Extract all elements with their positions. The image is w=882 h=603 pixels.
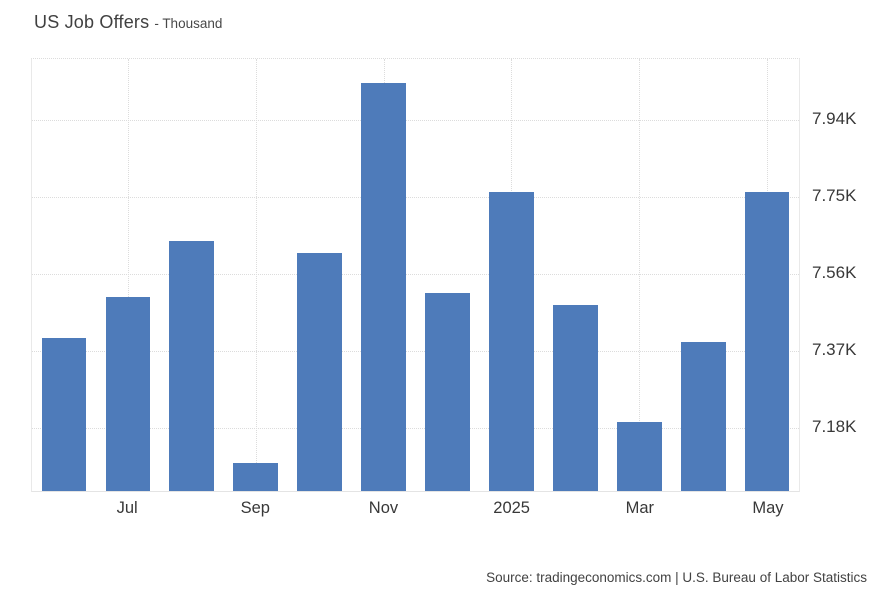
gridline-7.37k	[32, 351, 799, 353]
x-tick-2025: 2025	[493, 499, 530, 517]
gridline-7.56k	[32, 273, 799, 275]
x-tick-sep: Sep	[240, 499, 270, 517]
bar-band-jan-2025	[479, 59, 543, 491]
bar-band-dec-2024	[416, 59, 480, 491]
bar-band-sep-2024	[224, 59, 288, 491]
gridline-7.18k	[32, 428, 799, 430]
bar-band-mar-2025	[607, 59, 671, 491]
bar-band-may-2025	[735, 59, 799, 491]
gridline-sep	[255, 59, 257, 491]
y-tick-7.75k: 7.75K	[812, 185, 857, 205]
bar-feb-2025	[552, 305, 598, 491]
bar-band-aug-2024	[160, 59, 224, 491]
bar-jun-2024	[41, 337, 87, 491]
chart-title-subtitle: - Thousand	[154, 16, 223, 31]
bar-dec-2024	[425, 293, 470, 491]
y-tick-7.18k: 7.18K	[812, 417, 857, 437]
x-tick-may: May	[752, 499, 784, 517]
y-tick-7.94k: 7.94K	[812, 108, 857, 128]
plot-area	[31, 58, 800, 492]
gridline-7.94k	[32, 119, 799, 121]
x-tick-nov: Nov	[368, 499, 399, 517]
chart-title: US Job Offers - Thousand	[34, 12, 222, 33]
y-tick-7.56k: 7.56K	[812, 262, 857, 282]
x-tick-jul: Jul	[116, 499, 138, 517]
bar-jan-2025	[489, 192, 534, 491]
bar-nov-2024	[361, 83, 406, 491]
bar-oct-2024	[297, 252, 343, 491]
gridline-mar	[639, 59, 641, 491]
bar-jul-2024	[105, 297, 151, 491]
gridline-jul	[127, 59, 129, 491]
bar-may-2025	[744, 192, 790, 491]
bar-series	[32, 59, 799, 491]
bar-band-nov-2024	[352, 59, 416, 491]
gridline-7.75k	[32, 196, 799, 198]
source-attribution: Source: tradingeconomics.com | U.S. Bure…	[486, 570, 867, 585]
bar-band-oct-2024	[288, 59, 352, 491]
chart-title-main: US Job Offers	[34, 12, 150, 32]
bar-band-feb-2025	[543, 59, 607, 491]
bar-sep-2024	[233, 462, 279, 491]
y-tick-7.37k: 7.37K	[812, 340, 857, 360]
bar-mar-2025	[616, 422, 662, 491]
x-tick-mar: Mar	[625, 499, 654, 517]
bar-band-jun-2024	[32, 59, 96, 491]
bar-band-jul-2024	[96, 59, 160, 491]
bar-apr-2025	[680, 341, 726, 491]
bar-aug-2024	[169, 240, 215, 491]
bar-band-apr-2025	[671, 59, 735, 491]
